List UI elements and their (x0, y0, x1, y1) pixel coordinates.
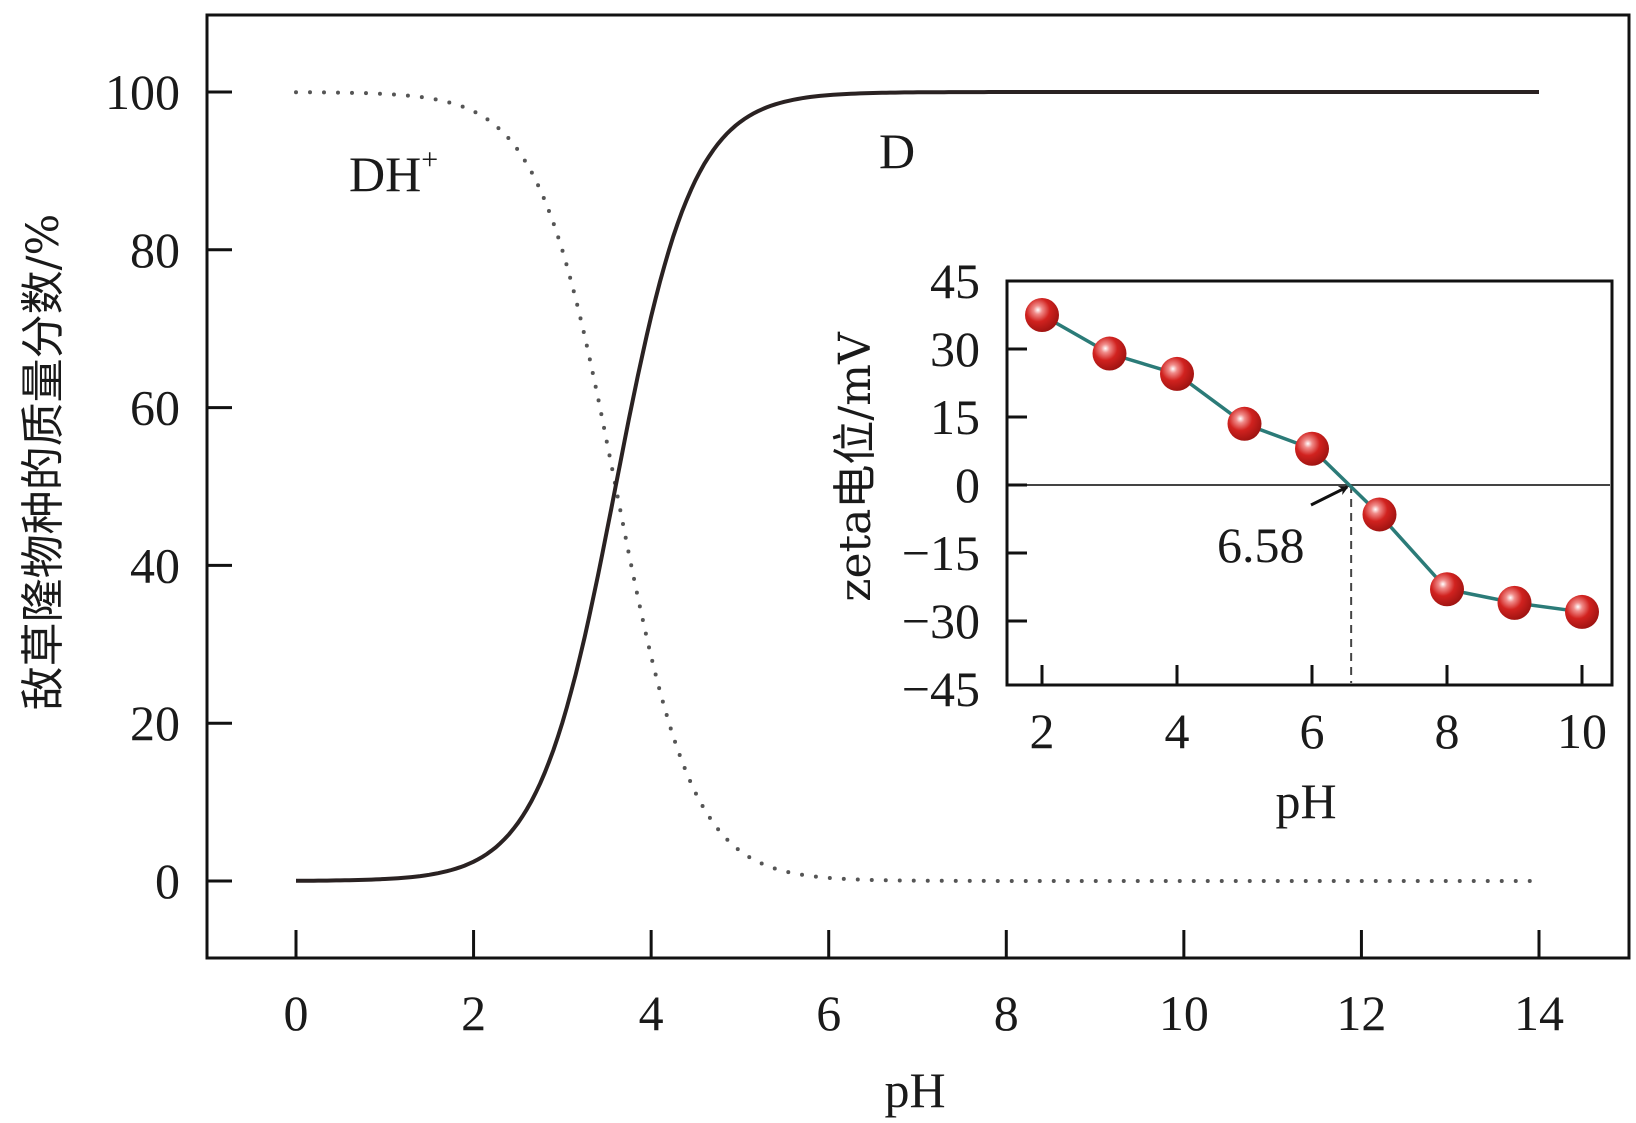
zeta-data-point (1092, 336, 1127, 371)
inset-y-tick-label: 15 (930, 389, 980, 445)
main-plot-frame (205, 13, 1631, 960)
main-x-tick-label: 8 (994, 985, 1019, 1041)
series-line-dh (294, 90, 1541, 883)
inset-y-tick-label: 45 (930, 253, 980, 309)
zeta-data-point (1565, 594, 1599, 629)
inset-x-axis-label: pH (1275, 773, 1336, 829)
main-x-axis-label: pH (884, 1062, 945, 1118)
inset-x-tick-label: 8 (1435, 703, 1460, 759)
main-y-tick-label: 20 (130, 695, 180, 751)
main-x-tick-label: 2 (461, 985, 486, 1041)
main-y-tick-label: 100 (105, 64, 180, 120)
series-line-d (296, 90, 1539, 883)
zeta-data-point (1227, 406, 1262, 441)
main-x-tick-label: 4 (639, 985, 664, 1041)
zeta-data-point (1025, 298, 1059, 332)
zeta-data-point (1295, 431, 1329, 466)
main-y-tick-label: 60 (130, 380, 180, 436)
main-x-tick-label: 10 (1159, 985, 1209, 1041)
main-x-tick-label: 0 (284, 985, 309, 1041)
main-x-tick-label: 12 (1336, 985, 1386, 1041)
inset-y-tick-label: −15 (902, 525, 980, 581)
main-x-tick-label: 14 (1514, 985, 1564, 1041)
series-label-d: D (879, 123, 915, 179)
annotation-arrow-icon (1310, 485, 1349, 507)
isoelectric-point-label: 6.58 (1217, 517, 1305, 573)
inset-x-tick-label: 4 (1165, 703, 1190, 759)
main-y-tick-label: 40 (130, 537, 180, 593)
inset-x-tick-label: 6 (1300, 703, 1325, 759)
zeta-data-point (1430, 572, 1464, 607)
main-y-axis-label: 敌草隆物种的质量分数/% (18, 214, 69, 711)
inset-x-tick-label: 10 (1557, 703, 1607, 759)
series-label-dh: DH+ (349, 143, 438, 202)
inset-y-tick-label: 0 (955, 457, 980, 513)
main-y-tick-label: 80 (130, 222, 180, 278)
inset-y-axis-label: zeta电位/mV (830, 331, 881, 602)
zeta-data-point (1362, 497, 1397, 532)
main-y-tick-label: 0 (155, 853, 180, 909)
main-x-tick-label: 6 (816, 985, 841, 1041)
inset-x-tick-label: 2 (1030, 703, 1055, 759)
zeta-data-point (1160, 356, 1194, 391)
inset-y-tick-label: −45 (902, 661, 980, 717)
inset-y-tick-label: −30 (902, 593, 980, 649)
zeta-data-point (1497, 585, 1532, 620)
series-label-dh-superscript: + (421, 143, 438, 176)
inset-y-tick-label: 30 (930, 321, 980, 377)
